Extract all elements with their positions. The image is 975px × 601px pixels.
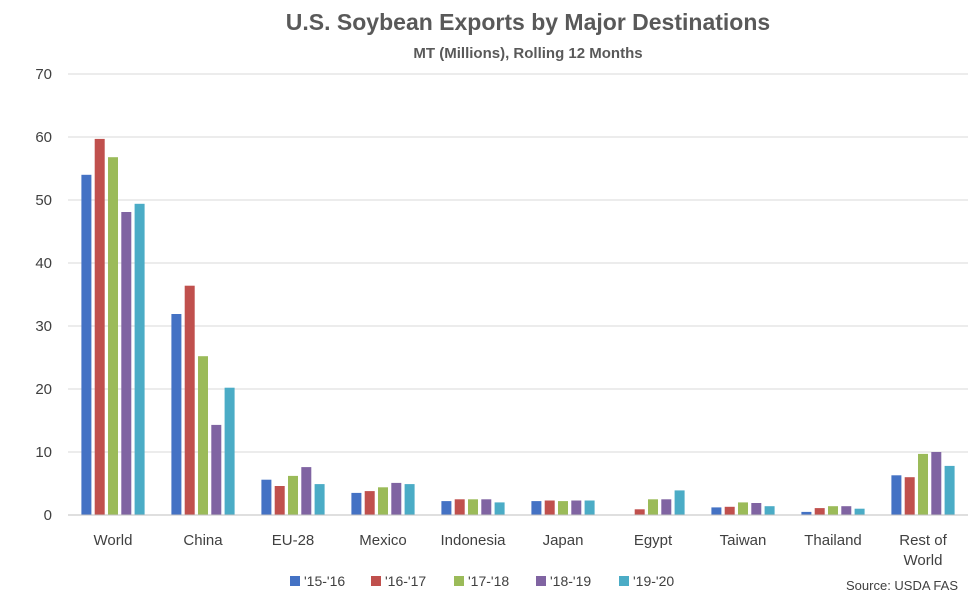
x-tick-label: Thailand xyxy=(804,532,862,549)
x-tick-label: Indonesia xyxy=(440,532,506,549)
bar xyxy=(801,511,812,515)
bar xyxy=(171,314,182,515)
legend: '15-'16 '16-'17 '17-'18 '18-'19 '19-'20 xyxy=(290,573,674,589)
x-tick-label: Taiwan xyxy=(720,532,767,549)
legend-label: '19-'20 xyxy=(633,573,674,589)
legend-swatch xyxy=(619,576,629,586)
x-axis: World China EU-28 Mexico Indonesia Japan Egypt… xyxy=(94,532,948,569)
x-tick-label: Japan xyxy=(543,532,584,549)
x-tick-label: Rest of xyxy=(899,532,947,549)
bar xyxy=(814,508,825,515)
bar xyxy=(364,491,375,515)
bar xyxy=(274,486,285,515)
bar xyxy=(558,501,568,515)
x-tick-label: Mexico xyxy=(359,532,407,549)
bar xyxy=(661,499,672,516)
x-tick-label: China xyxy=(183,532,223,549)
y-tick-label: 0 xyxy=(44,507,52,524)
bar xyxy=(121,212,132,515)
legend-label: '16-'17 xyxy=(385,573,426,589)
legend-swatch xyxy=(290,576,300,586)
bar xyxy=(944,465,955,515)
legend-swatch xyxy=(454,576,464,586)
chart-title: U.S. Soybean Exports by Major Destinatio… xyxy=(286,9,770,35)
x-tick-label: World xyxy=(94,532,133,549)
bar xyxy=(634,509,645,515)
y-axis: 0 10 20 30 40 50 60 70 xyxy=(35,66,52,524)
bar xyxy=(378,487,388,515)
y-tick-label: 50 xyxy=(35,192,52,209)
chart-subtitle: MT (Millions), Rolling 12 Months xyxy=(413,45,642,62)
legend-label: '18-'19 xyxy=(550,573,591,589)
bar xyxy=(724,506,735,515)
gridlines xyxy=(68,73,968,453)
bar xyxy=(261,479,272,515)
x-tick-label: EU-28 xyxy=(272,532,315,549)
y-tick-label: 40 xyxy=(35,255,52,272)
bar xyxy=(674,490,685,515)
bar xyxy=(571,500,582,515)
bar xyxy=(828,506,838,515)
bar xyxy=(738,502,748,515)
bar xyxy=(841,506,852,515)
bar xyxy=(931,452,942,515)
bar xyxy=(81,174,92,516)
bar xyxy=(764,506,775,515)
bar xyxy=(108,157,118,515)
bar xyxy=(184,285,195,515)
bar xyxy=(468,499,478,516)
bar xyxy=(891,475,902,515)
y-tick-label: 20 xyxy=(35,381,52,398)
source-note: Source: USDA FAS xyxy=(846,578,958,593)
bar xyxy=(711,507,722,515)
legend-label: '17-'18 xyxy=(468,573,509,589)
bar xyxy=(211,424,222,515)
bar xyxy=(648,499,658,516)
bar xyxy=(224,387,235,515)
bar xyxy=(454,499,465,516)
bar xyxy=(441,501,452,515)
bar xyxy=(584,500,595,515)
bar xyxy=(134,203,145,516)
bar xyxy=(531,501,542,515)
legend-swatch xyxy=(371,576,381,586)
bar xyxy=(854,508,865,515)
bar xyxy=(391,482,402,515)
bar xyxy=(544,500,555,515)
bar xyxy=(904,477,915,515)
y-tick-label: 30 xyxy=(35,318,52,335)
bar xyxy=(288,475,298,515)
bar xyxy=(404,484,415,515)
bar xyxy=(301,467,312,515)
bar xyxy=(481,499,492,516)
x-tick-label: Egypt xyxy=(634,532,673,549)
legend-swatch xyxy=(536,576,546,586)
bar xyxy=(918,453,928,515)
bar xyxy=(494,502,505,515)
bar xyxy=(94,138,105,515)
bar xyxy=(751,503,762,515)
y-tick-label: 60 xyxy=(35,129,52,146)
y-tick-label: 10 xyxy=(35,444,52,461)
bar xyxy=(351,492,362,515)
y-tick-label: 70 xyxy=(35,66,52,83)
x-tick-label: World xyxy=(904,552,943,569)
bars xyxy=(81,138,955,516)
bar xyxy=(314,484,325,515)
legend-label: '15-'16 xyxy=(304,573,345,589)
bar xyxy=(198,356,208,515)
